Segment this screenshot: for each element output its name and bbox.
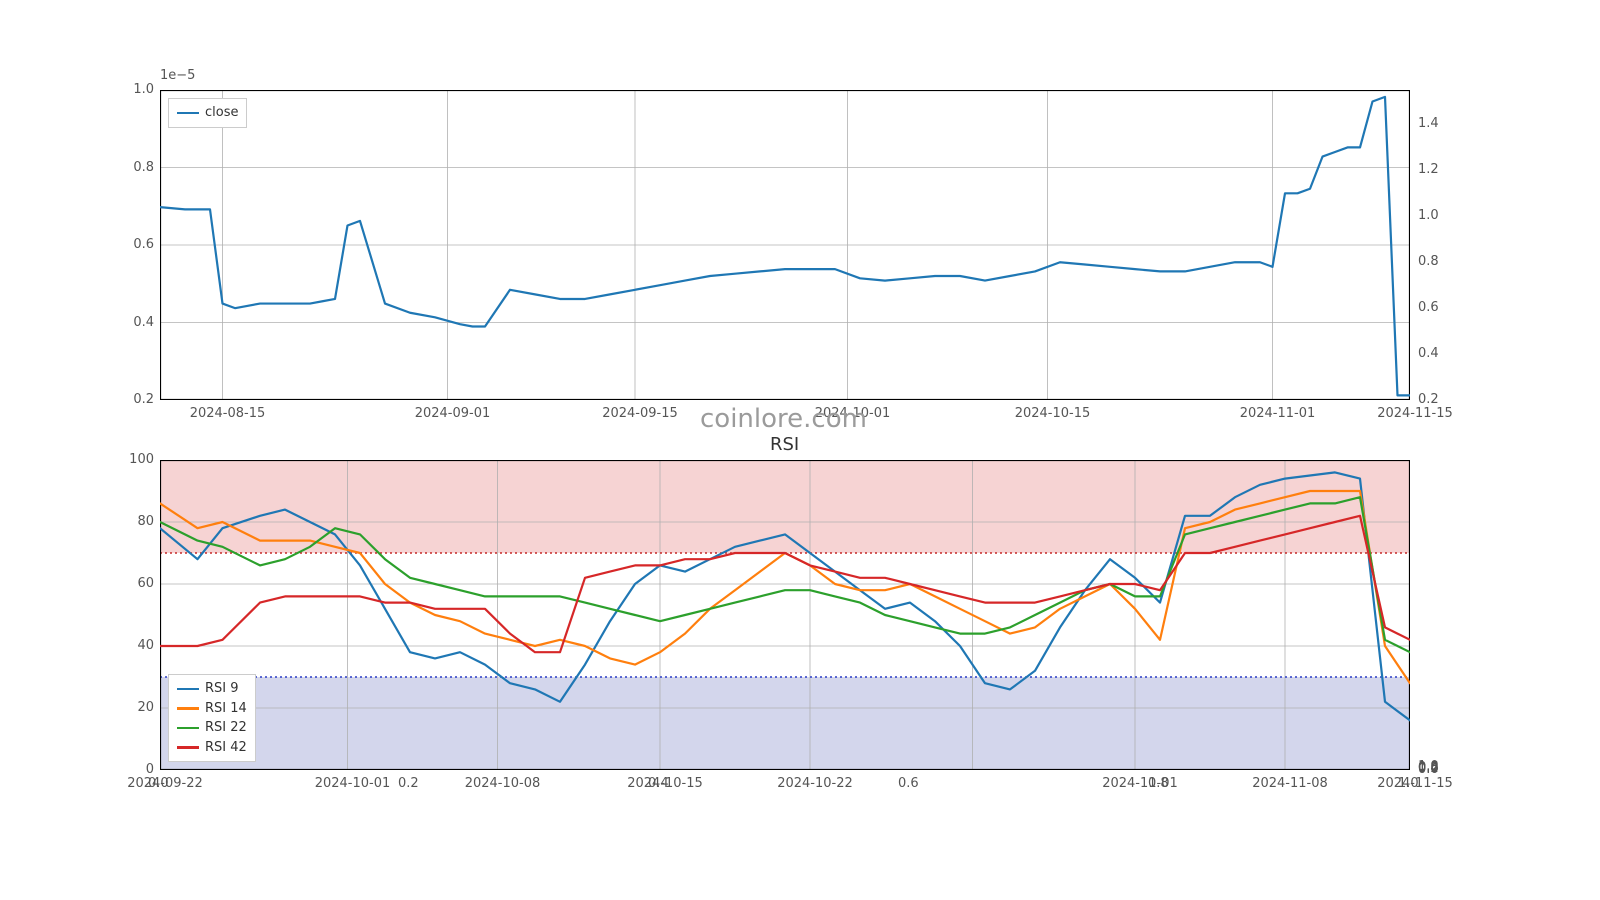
- ytick-left: 0.4: [120, 315, 154, 330]
- rsi-legend: RSI 9RSI 14RSI 22RSI 42: [168, 674, 256, 762]
- legend-swatch: [177, 112, 199, 115]
- ytick-right: 1.4: [1418, 116, 1439, 131]
- legend-swatch: [177, 688, 199, 691]
- xtick: 2024-09-15: [595, 406, 685, 421]
- ytick-left: 0.2: [120, 392, 154, 407]
- ytick-left: 0.6: [120, 237, 154, 252]
- ytick-left: 100: [120, 452, 154, 467]
- legend-item: RSI 22: [177, 718, 247, 738]
- legend-swatch: [177, 727, 199, 730]
- legend-item: RSI 9: [177, 679, 247, 699]
- ytick-right: 1.0: [1418, 208, 1439, 223]
- ytick-right: 0.8: [1418, 254, 1439, 269]
- legend-item: RSI 14: [177, 699, 247, 719]
- xtick-secondary: 0.2: [398, 776, 419, 791]
- xtick: 2024-08-15: [183, 406, 273, 421]
- watermark: coinlore.com: [700, 404, 867, 434]
- xtick: 2024-10-01: [308, 776, 398, 791]
- xtick-secondary: 1.0: [1398, 776, 1419, 791]
- legend-label: RSI 22: [205, 718, 247, 738]
- series-close: [160, 97, 1410, 396]
- ytick-right: 1.2: [1418, 162, 1439, 177]
- legend-swatch: [177, 707, 199, 710]
- xtick: 2024-11-01: [1095, 776, 1185, 791]
- legend-label: close: [205, 103, 238, 123]
- legend-label: RSI 14: [205, 699, 247, 719]
- ytick-left: 0.8: [120, 160, 154, 175]
- y-exponent: 1e−5: [160, 68, 195, 83]
- ytick-left: 0: [120, 762, 154, 777]
- ytick-right: 0.4: [1418, 346, 1439, 361]
- ytick-left: 40: [120, 638, 154, 653]
- ytick-left: 1.0: [120, 82, 154, 97]
- xtick: 2024-11-08: [1245, 776, 1335, 791]
- legend-item: close: [177, 103, 238, 123]
- rsi-title: RSI: [770, 434, 799, 455]
- legend-label: RSI 9: [205, 679, 239, 699]
- xtick-secondary: 0.8: [1148, 776, 1169, 791]
- legend-swatch: [177, 746, 199, 749]
- xtick-secondary: 0.0: [148, 776, 169, 791]
- price-panel-svg: [160, 90, 1410, 400]
- xtick: 2024-11-01: [1233, 406, 1323, 421]
- ytick-left: 20: [120, 700, 154, 715]
- ytick-right: 0.2: [1418, 392, 1439, 407]
- xtick: 2024-11-15: [1370, 406, 1460, 421]
- xtick-secondary: 0.4: [648, 776, 669, 791]
- legend-item: RSI 42: [177, 738, 247, 758]
- ytick-right: 1.0: [1418, 759, 1439, 774]
- xtick: 2024-09-01: [408, 406, 498, 421]
- ytick-right: 0.6: [1418, 300, 1439, 315]
- xtick: 2024-10-08: [458, 776, 548, 791]
- xtick-secondary: 0.6: [898, 776, 919, 791]
- price-panel: [160, 90, 1410, 400]
- legend-label: RSI 42: [205, 738, 247, 758]
- price-legend: close: [168, 98, 247, 128]
- rsi-panel: [160, 460, 1410, 770]
- xtick: 2024-10-15: [1008, 406, 1098, 421]
- xtick: 2024-10-22: [770, 776, 860, 791]
- ytick-left: 80: [120, 514, 154, 529]
- ytick-left: 60: [120, 576, 154, 591]
- rsi-panel-svg: [160, 460, 1410, 770]
